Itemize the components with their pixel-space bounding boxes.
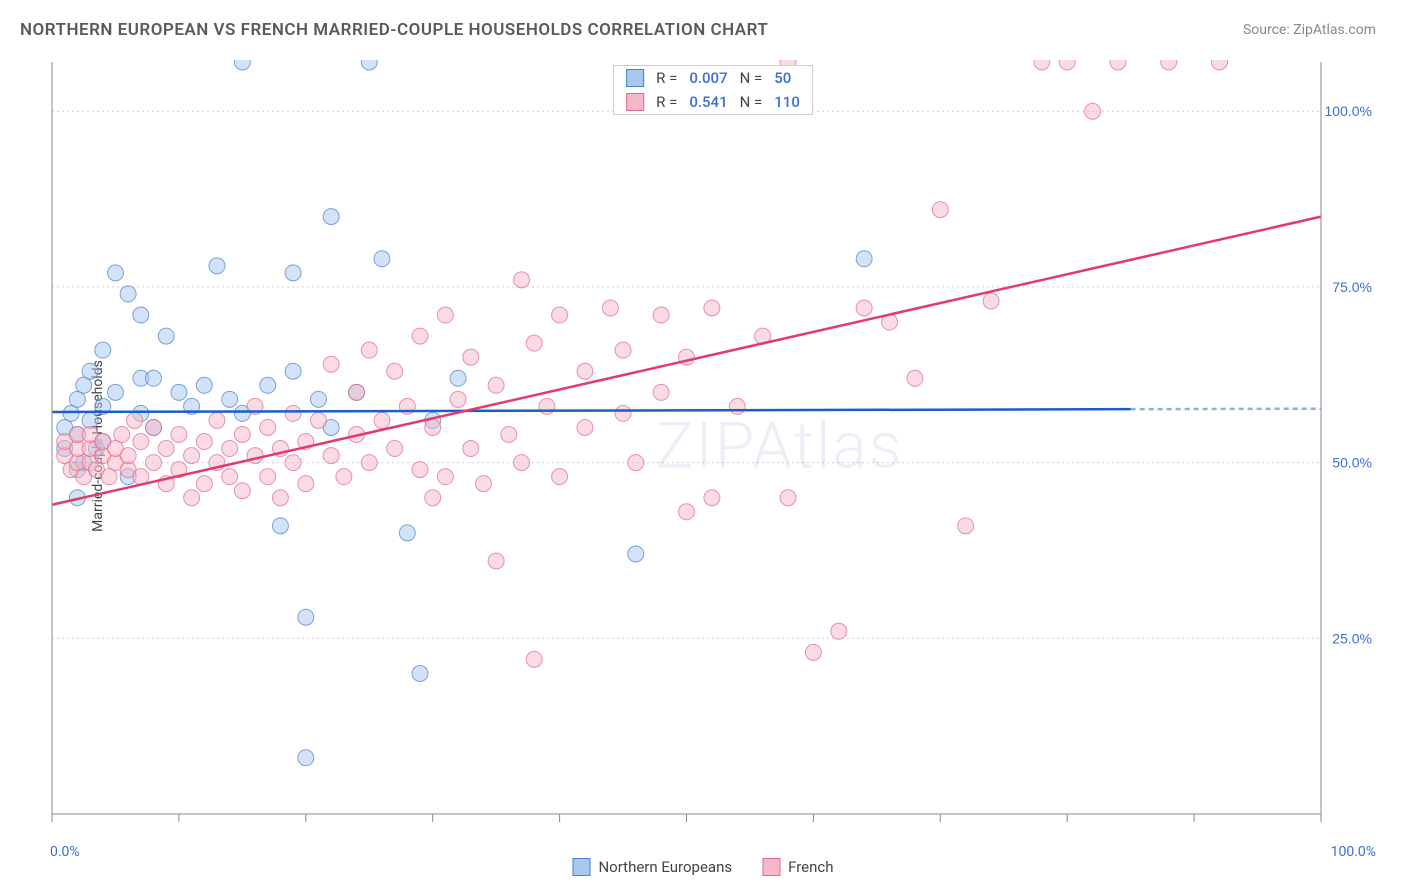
svg-text:75.0%: 75.0% [1332,279,1372,295]
source-attribution: Source: ZipAtlas.com [1243,22,1376,38]
r-value-northern: 0.007 [689,69,727,87]
svg-text:50.0%: 50.0% [1332,455,1372,471]
legend-item-northern: Northern Europeans [572,858,732,876]
source-link[interactable]: ZipAtlas.com [1293,22,1376,38]
x-axis-max-label: 100.0% [1331,844,1376,860]
svg-text:100.0%: 100.0% [1325,103,1372,119]
r-label: R = [656,93,677,111]
legend-label-french: French [788,858,833,876]
legend-swatch-northern [626,69,644,87]
legend-row-french: R = 0.541 N = 110 [614,90,812,114]
chart-title: NORTHERN EUROPEAN VS FRENCH MARRIED-COUP… [20,20,768,40]
r-value-french: 0.541 [689,93,727,111]
legend-swatch-icon [762,858,780,876]
scatter-plot: 25.0% 50.0% 75.0% 100.0% [50,60,1376,832]
n-label: N = [740,93,763,111]
legend-swatch-french [626,93,644,111]
n-value-french: 110 [774,93,800,111]
svg-text:25.0%: 25.0% [1332,630,1372,646]
legend-label-northern: Northern Europeans [598,858,732,876]
legend-item-french: French [762,858,833,876]
legend-row-northern: R = 0.007 N = 50 [614,66,812,90]
correlation-legend: R = 0.007 N = 50 R = 0.541 N = 110 [613,65,813,115]
n-value-northern: 50 [774,69,791,87]
r-label: R = [656,69,677,87]
legend-swatch-icon [572,858,590,876]
n-label: N = [740,69,763,87]
source-label: Source: [1243,22,1293,38]
chart-area: 25.0% 50.0% 75.0% 100.0% R = 0.007 N = 50 R… [50,60,1376,832]
series-legend: Northern Europeans French [572,858,833,876]
x-axis-min-label: 0.0% [50,844,80,860]
